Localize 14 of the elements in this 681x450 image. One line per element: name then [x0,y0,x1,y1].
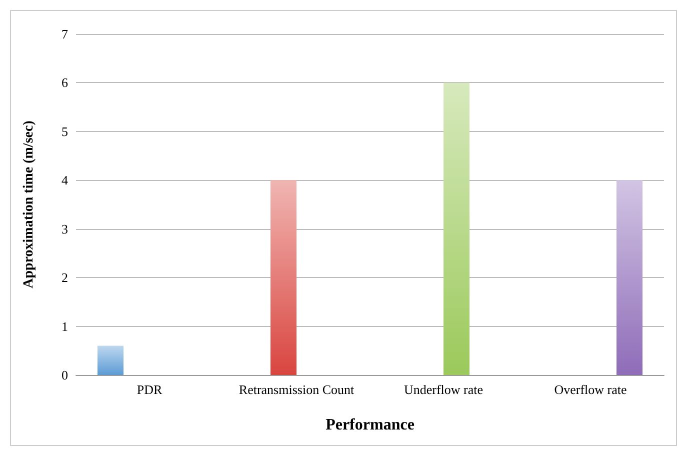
y-tick-label: 7 [62,26,68,42]
y-tick-label: 4 [62,172,68,188]
x-tick-label: PDR [136,382,162,397]
x-tick-label: Overflow rate [554,382,627,397]
y-tick-label: 0 [62,368,68,382]
x-tick-label: Retransmission Count [238,382,354,397]
y-tick-label: 3 [62,221,68,236]
y-tick-label: 6 [62,75,68,90]
x-axis-title: Performance [326,416,414,434]
y-tick-label: 2 [62,270,68,286]
y-tick-label: 5 [62,124,68,139]
y-tick-label: 1 [62,318,68,334]
x-tick-label: Underflow rate [404,382,484,397]
y-axis-title: Approximation time (m/sec) [22,120,36,288]
